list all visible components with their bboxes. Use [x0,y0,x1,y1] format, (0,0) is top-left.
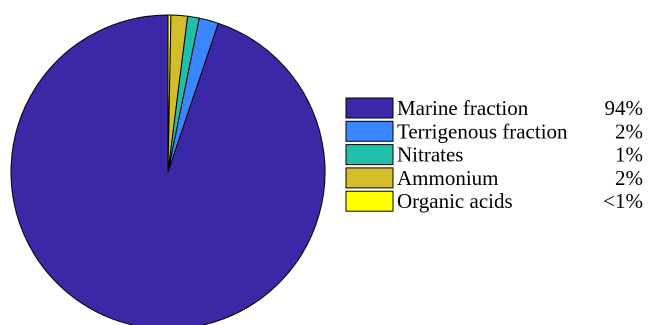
legend-label-organic-acids: Organic acids [397,189,513,213]
legend-swatch-terrigenous-fraction [345,120,394,142]
legend-swatch-organic-acids [345,190,394,212]
legend-value-ammonium: 2% [615,166,643,190]
legend-swatch-nitrates [345,144,394,166]
legend-value-terrigenous-fraction: 2% [615,119,643,143]
legend-value-nitrates: 1% [615,143,643,167]
legend-label-nitrates: Nitrates [397,143,463,167]
pie [10,14,326,325]
legend-value-organic-acids: <1% [603,189,643,213]
legend-label-ammonium: Ammonium [397,166,499,190]
legend-value-marine-fraction: 94% [605,96,644,120]
legend-label-terrigenous-fraction: Terrigenous fraction [397,119,568,143]
legend-swatch-marine-fraction [345,97,394,119]
legend-swatch-ammonium [345,167,394,189]
legend: Marine fraction 94% Terrigenous fraction 2%… [345,96,644,213]
legend-label-marine-fraction: Marine fraction [397,96,529,120]
pie-slice-marine-fraction [10,14,326,325]
